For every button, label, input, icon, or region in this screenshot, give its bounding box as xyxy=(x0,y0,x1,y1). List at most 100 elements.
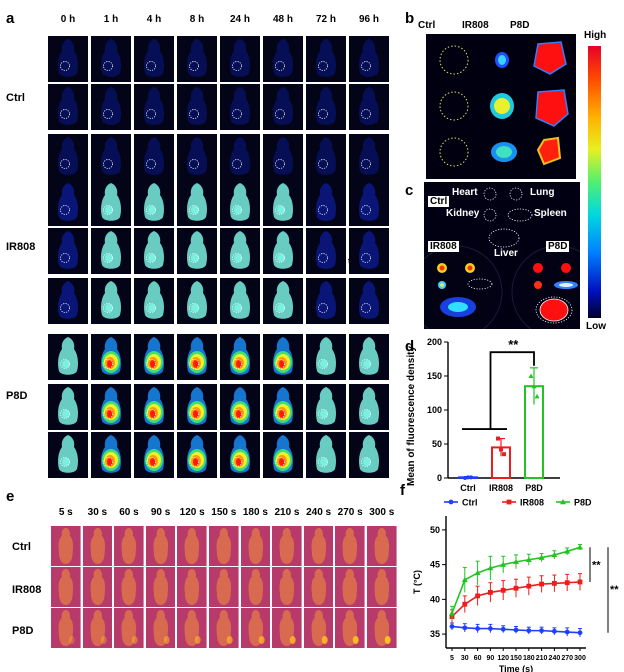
group-label: Ctrl xyxy=(6,92,25,104)
d-point xyxy=(531,383,537,389)
d-point xyxy=(502,452,506,457)
mouse-image xyxy=(91,278,131,324)
thermal-image xyxy=(240,526,271,566)
organ-outline xyxy=(483,187,497,201)
panel-f-line-chart: 35 40 45 50 5 30 60 90 120 150 180 210 240 270 300 Time… xyxy=(412,498,619,672)
mouse-image xyxy=(91,384,131,430)
time-header: 24 h xyxy=(229,14,250,25)
organ-label-kidney: Kidney xyxy=(446,208,480,219)
f-point xyxy=(552,580,557,586)
thermal-image xyxy=(303,526,334,566)
time-header: 180 s xyxy=(242,507,268,518)
d-point xyxy=(499,447,503,452)
d-sig-bracket xyxy=(489,351,535,430)
column-header: Ctrl xyxy=(418,20,436,31)
f-point xyxy=(513,558,519,565)
organ-label-liver: Liver xyxy=(494,248,518,259)
mouse-image xyxy=(220,334,260,380)
f-point xyxy=(552,628,557,634)
thermal-image xyxy=(272,526,302,566)
mouse-image xyxy=(134,134,174,180)
thermal-image xyxy=(272,567,302,607)
f-x-axis-label: Time (s) xyxy=(499,664,533,672)
f-point xyxy=(448,499,454,505)
time-header: 240 s xyxy=(306,507,332,518)
mouse-image xyxy=(48,432,88,478)
time-header: 60 s xyxy=(119,507,139,518)
time-header: 120 s xyxy=(179,507,205,518)
organ-label-heart: Heart xyxy=(452,187,478,198)
panel-d-bar-chart: 0 50 100 150 200 Mean of fluorescence density… xyxy=(406,337,560,493)
mouse-image xyxy=(306,36,346,82)
time-header: 5 s xyxy=(58,507,73,518)
d-y-tick-label: 100 xyxy=(427,405,442,415)
group-box-ir808: IR808 xyxy=(428,241,459,252)
mouse-image xyxy=(91,84,131,130)
mouse-image xyxy=(263,84,303,130)
f-legend-label: Ctrl xyxy=(462,498,478,508)
tumor-outline xyxy=(439,91,469,121)
mouse-image xyxy=(134,278,174,324)
f-point xyxy=(526,628,532,634)
f-point xyxy=(513,585,519,591)
d-y-tick-label: 200 xyxy=(427,337,442,347)
time-header: 72 h xyxy=(315,14,336,25)
f-point xyxy=(475,626,480,631)
f-point xyxy=(488,590,493,595)
f-point xyxy=(560,499,566,505)
thermal-image xyxy=(145,526,176,566)
f-x-tick-label: 270 xyxy=(561,655,573,662)
mouse-image xyxy=(177,134,217,180)
mouse-image xyxy=(177,84,217,130)
f-point xyxy=(449,610,455,616)
panel-label-e: e xyxy=(6,488,15,505)
f-point xyxy=(461,576,468,583)
d-x-tick-label: Ctrl xyxy=(460,483,476,493)
mouse-image xyxy=(349,36,389,82)
mouse-image xyxy=(263,384,303,430)
thermal-image xyxy=(367,526,397,566)
f-significance: ** xyxy=(592,560,601,572)
mouse-image xyxy=(263,278,303,324)
group-label: Ctrl xyxy=(12,541,31,553)
thermal-image xyxy=(367,567,397,607)
tumor-p8d xyxy=(536,136,562,166)
time-header: 1 h xyxy=(103,14,119,25)
group-label: P8D xyxy=(6,390,28,402)
f-point xyxy=(564,629,570,635)
time-header: 0 h xyxy=(60,14,76,25)
mouse-image xyxy=(48,36,88,82)
mouse-image xyxy=(349,228,389,274)
mouse-image xyxy=(220,134,260,180)
colorbar xyxy=(588,46,601,318)
time-header: 210 s xyxy=(274,507,300,518)
group-divider xyxy=(44,329,390,333)
mouse-image xyxy=(48,278,88,324)
f-x-tick-label: 5 xyxy=(450,655,454,662)
d-point xyxy=(534,393,540,399)
organ-outline xyxy=(483,208,497,222)
mouse-image xyxy=(220,228,260,274)
thermal-image xyxy=(114,608,144,648)
mouse-image xyxy=(177,432,217,478)
mouse-image xyxy=(263,134,303,180)
f-point xyxy=(500,561,507,567)
organ-outline xyxy=(507,208,533,222)
f-point xyxy=(500,626,506,632)
f-point xyxy=(475,593,480,599)
thermal-image xyxy=(82,567,113,607)
mouse-image xyxy=(134,36,174,82)
time-header: 150 s xyxy=(211,507,237,518)
d-point xyxy=(496,436,500,441)
thermal-image xyxy=(335,567,365,607)
mouse-image xyxy=(306,134,346,180)
mouse-image xyxy=(91,134,131,180)
thermal-image xyxy=(240,608,271,648)
mouse-image xyxy=(48,384,88,430)
group-box-ctrl: Ctrl xyxy=(428,196,450,207)
f-significance: ** xyxy=(610,584,619,596)
mouse-image xyxy=(263,432,303,478)
mouse-image xyxy=(134,334,174,380)
mouse-image xyxy=(349,180,389,226)
thermal-image xyxy=(303,567,334,607)
